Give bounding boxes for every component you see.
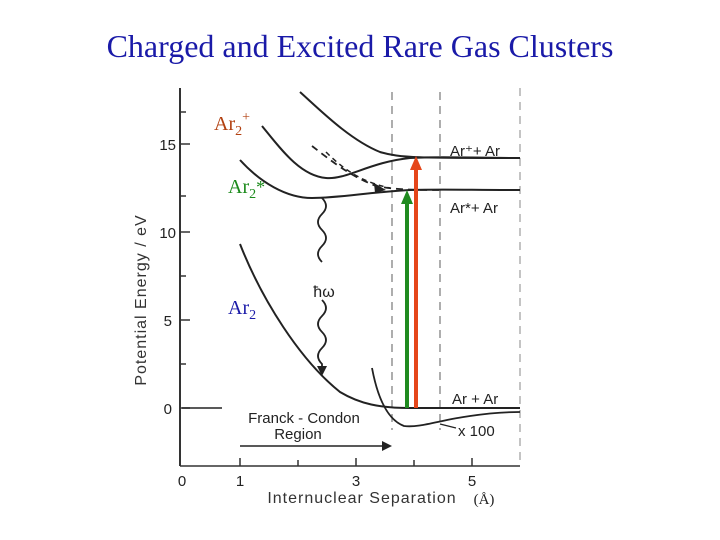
- ground-state-label: Ar2: [228, 297, 256, 323]
- asymptote-excited-label: Ar*+ Ar: [450, 200, 498, 217]
- red-arrowhead: [410, 156, 422, 170]
- asymptote-ion-label: Ar⁺+ Ar: [450, 143, 500, 160]
- x-axis-unit: (Å): [474, 492, 495, 508]
- green-arrowhead: [401, 190, 413, 204]
- franck-condon-arrowhead: [382, 441, 392, 451]
- ground-curve-magnified: [371, 367, 521, 428]
- x-tick-label-5: 5: [468, 473, 476, 490]
- y-tick-label-15: 15: [159, 137, 176, 154]
- y-tick-label-0: 0: [164, 401, 172, 418]
- franck-condon-label-line1: Franck - Condon: [248, 410, 360, 427]
- x-tick-label-3: 3: [352, 473, 360, 490]
- photon-wavy-line: [317, 197, 327, 372]
- slide-title: Charged and Excited Rare Gas Clusters: [106, 28, 614, 64]
- magnification-label: x 100: [458, 423, 495, 440]
- photon-arrowhead: [317, 366, 327, 376]
- ion-state-label: Ar2+: [214, 110, 250, 139]
- x-tick-label-1: 1: [236, 473, 244, 490]
- ion-curve-bound: [261, 125, 521, 180]
- excimer-repulsive-dashed-2: [325, 151, 391, 189]
- x-axis-label: Internuclear Separation: [267, 490, 456, 507]
- asymptote-ground-label: Ar + Ar: [452, 391, 498, 408]
- y-ticks: [180, 111, 190, 409]
- franck-condon-label-line2: Region: [274, 426, 322, 443]
- x-tick-label-0: 0: [178, 473, 186, 490]
- dashed-arrowhead: [374, 183, 386, 193]
- y-axis-label: Potential Energy / eV: [133, 214, 150, 385]
- photon-label: ħω: [313, 284, 334, 301]
- excimer-state-label: Ar2*: [228, 176, 265, 202]
- ground-curve: [239, 243, 520, 409]
- excimer-curve: [239, 159, 521, 200]
- y-tick-label-10: 10: [159, 225, 176, 242]
- x-ticks: [239, 458, 473, 466]
- magnification-pointer: [439, 423, 457, 429]
- y-tick-label-5: 5: [164, 313, 172, 330]
